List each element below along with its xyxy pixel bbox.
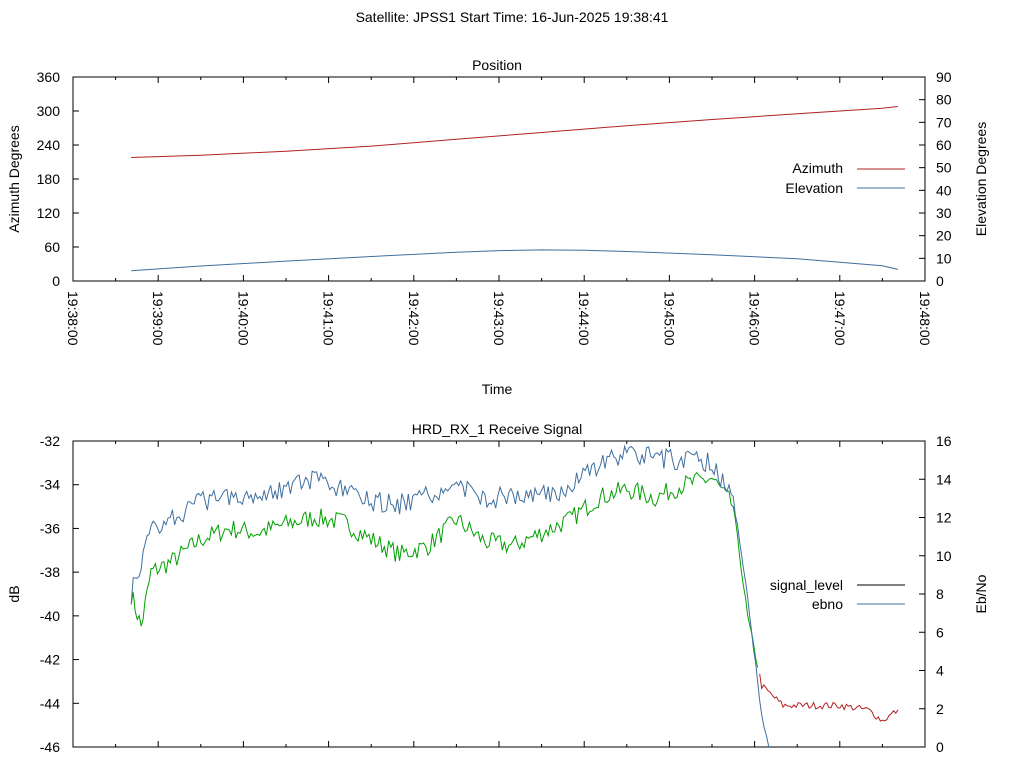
elevation-axis-label: Elevation Degrees (973, 122, 989, 236)
ebno-tick-label: 12 (936, 510, 952, 526)
ebno-tick-label: 2 (936, 701, 944, 717)
series-line-elevation (131, 249, 899, 272)
elevation-tick-label: 20 (936, 228, 952, 244)
position-legend: Azimuth Elevation (785, 160, 905, 196)
elevation-tick-label: 80 (936, 92, 952, 108)
time-tick-label: 19:47:00 (832, 291, 848, 346)
db-tick-label: -36 (40, 520, 60, 536)
azimuth-tick-label: 180 (37, 171, 61, 187)
azimuth-tick-label: 0 (52, 273, 60, 289)
elevation-tick-label: 40 (936, 182, 952, 198)
elevation-tick-label: 0 (936, 273, 944, 289)
azimuth-tick-label: 300 (37, 103, 61, 119)
time-tick-label: 19:38:00 (65, 291, 81, 346)
elevation-tick-label: 10 (936, 250, 952, 266)
time-tick-label: 19:48:00 (917, 291, 933, 346)
db-tick-label: -34 (40, 477, 60, 493)
db-tick-label: -38 (40, 564, 60, 580)
signal-legend: signal_level ebno (770, 577, 905, 612)
series-line-azimuth (131, 106, 899, 158)
time-axis-label: Time (482, 381, 513, 397)
elevation-tick-label: 90 (936, 69, 952, 85)
signal-series (130, 444, 899, 748)
azimuth-tick-label: 240 (37, 137, 61, 153)
ebno-tick-label: 10 (936, 548, 952, 564)
position-chart: Position Azimuth Degrees Elevation Degre… (6, 57, 989, 397)
time-tick-label: 19:46:00 (747, 291, 763, 346)
db-tick-label: -46 (40, 739, 60, 755)
signal-chart: HRD_RX_1 Receive Signal dB Eb/No -46-44-… (6, 421, 989, 755)
azimuth-ticks: 0 60 120 180 240 300 360 (37, 69, 79, 289)
series-line-ebno (130, 444, 770, 748)
legend-label-azimuth: Azimuth (792, 160, 843, 176)
ebno-tick-label: 6 (936, 624, 944, 640)
azimuth-tick-label: 120 (37, 205, 61, 221)
legend-label-ebno: ebno (812, 596, 843, 612)
db-tick-label: -44 (40, 695, 60, 711)
elevation-ticks: 0 10 20 30 40 50 60 70 80 90 (919, 69, 952, 289)
ebno-tick-label: 16 (936, 433, 952, 449)
time-tick-label: 19:39:00 (150, 291, 166, 346)
elevation-tick-label: 50 (936, 160, 952, 176)
ebno-tick-label: 8 (936, 586, 944, 602)
elevation-tick-label: 30 (936, 205, 952, 221)
legend-label-signal-level: signal_level (770, 577, 843, 593)
signal-plot-frame (72, 440, 926, 748)
db-tick-label: -40 (40, 608, 60, 624)
ebno-tick-label: 14 (936, 471, 952, 487)
signal-time-ticks (72, 441, 926, 747)
figure-suptitle: Satellite: JPSS1 Start Time: 16-Jun-2025… (356, 9, 669, 25)
time-tick-label: 19:43:00 (491, 291, 507, 346)
db-ticks: -46 -44 -42 -40 -38 -36 -34 -32 (40, 433, 79, 755)
ebno-ticks: 0 2 4 6 8 10 12 14 16 (919, 433, 952, 755)
ebno-tick-label: 0 (936, 739, 944, 755)
azimuth-axis-label: Azimuth Degrees (6, 125, 22, 232)
ebno-tick-label: 4 (936, 663, 944, 679)
time-tick-label: 19:41:00 (321, 291, 337, 346)
time-tick-label: 19:45:00 (661, 291, 677, 346)
azimuth-tick-label: 60 (44, 239, 60, 255)
db-axis-label: dB (6, 585, 22, 602)
position-title: Position (472, 57, 522, 73)
db-tick-label: -32 (40, 433, 60, 449)
azimuth-tick-label: 360 (37, 69, 61, 85)
ebno-axis-label: Eb/No (973, 574, 989, 613)
time-tick-label: 19:42:00 (406, 291, 422, 346)
legend-label-elevation: Elevation (785, 180, 843, 196)
time-tick-label: 19:44:00 (576, 291, 592, 346)
series-line-signal-level (130, 471, 759, 668)
elevation-tick-label: 70 (936, 114, 952, 130)
db-tick-label: -42 (40, 652, 60, 668)
elevation-tick-label: 60 (936, 137, 952, 153)
position-series (131, 106, 899, 272)
series-line-signal-level-faded (759, 673, 899, 722)
signal-title: HRD_RX_1 Receive Signal (412, 421, 582, 437)
time-ticks: 19:38:00 19:39:00 19:40:00 19:41:00 19:42:00… (65, 77, 933, 346)
time-tick-label: 19:40:00 (235, 291, 251, 346)
